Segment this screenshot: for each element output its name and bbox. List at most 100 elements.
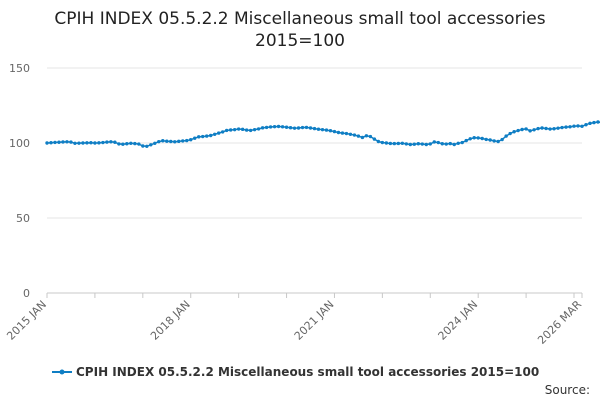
data-point: [260, 126, 265, 130]
data-point: [137, 142, 141, 146]
data-point: [448, 141, 452, 146]
data-point: [548, 127, 552, 131]
data-point: [540, 126, 544, 130]
data-point: [404, 142, 409, 146]
data-point: [484, 137, 488, 142]
data-point: [53, 140, 57, 145]
data-point: [376, 139, 381, 144]
chart-title-line-2: 2015=100: [255, 31, 345, 51]
data-point: [125, 142, 129, 146]
data-point: [488, 138, 492, 142]
y-axis: 0 50 100 150: [9, 62, 30, 300]
data-point: [173, 140, 177, 144]
data-point: [69, 140, 73, 144]
data-point: [65, 140, 69, 144]
data-point: [177, 139, 181, 144]
data-point: [564, 125, 568, 129]
data-point: [444, 142, 448, 146]
data-point: [61, 140, 65, 144]
data-point: [220, 130, 225, 134]
data-point: [208, 133, 213, 138]
data-point: [364, 134, 369, 138]
x-axis: 2015 JAN 2018 JAN 2021 JAN 2024 JAN 2026 MAR: [4, 293, 584, 347]
data-point: [472, 136, 476, 140]
data-point: [157, 139, 161, 144]
y-tick-label: 150: [9, 62, 30, 75]
data-point: [45, 141, 49, 145]
data-point: [556, 126, 560, 130]
data-point: [304, 125, 309, 130]
data-point: [492, 139, 496, 143]
data-point: [97, 141, 101, 145]
legend-swatch-marker: [59, 369, 65, 375]
x-tick-label: 2018 JAN: [148, 298, 193, 343]
x-tick-label: 2024 JAN: [436, 298, 481, 343]
data-point: [560, 125, 564, 130]
data-point: [320, 127, 325, 132]
data-point: [440, 142, 444, 146]
data-point: [57, 140, 61, 144]
data-point: [340, 131, 345, 135]
chart-title-line-1: CPIH INDEX 05.5.2.2 Miscellaneous small …: [54, 9, 545, 29]
data-point: [584, 123, 588, 127]
legend-label: CPIH INDEX 05.5.2.2 Miscellaneous small …: [76, 365, 539, 379]
data-point: [580, 124, 584, 129]
data-point: [336, 130, 341, 135]
data-point: [216, 131, 221, 135]
data-point: [508, 131, 512, 136]
data-point: [468, 137, 472, 141]
data-point: [432, 140, 436, 144]
data-point: [480, 136, 484, 141]
data-point: [77, 141, 81, 145]
data-point: [316, 127, 321, 131]
data-point: [113, 140, 117, 144]
data-point: [372, 137, 377, 141]
data-point: [308, 126, 313, 130]
data-point: [189, 138, 193, 142]
data-point: [476, 136, 480, 140]
legend: CPIH INDEX 05.5.2.2 Miscellaneous small …: [52, 365, 539, 379]
data-point: [496, 139, 500, 144]
data-point: [292, 126, 297, 130]
data-point: [460, 140, 464, 145]
data-point: [141, 144, 145, 148]
data-point: [185, 138, 189, 143]
data-point: [312, 126, 317, 131]
data-point: [500, 137, 504, 142]
data-point: [436, 140, 440, 145]
data-point: [576, 124, 580, 128]
data-point: [149, 143, 153, 147]
data-point: [384, 141, 389, 145]
data-point: [169, 139, 173, 144]
data-point: [524, 127, 528, 131]
data-point: [464, 138, 468, 143]
data-point: [101, 140, 105, 145]
data-point: [268, 125, 273, 129]
data-point: [129, 141, 133, 145]
data-point: [536, 126, 540, 131]
data-point: [392, 141, 397, 146]
data-point: [93, 141, 97, 145]
data-point: [512, 130, 516, 134]
data-point: [228, 128, 233, 132]
data-point: [256, 127, 261, 131]
x-tick-label: 2021 JAN: [292, 298, 337, 343]
data-point: [264, 125, 269, 130]
y-tick-label: 50: [16, 212, 30, 225]
data-point: [296, 126, 301, 130]
data-point: [105, 140, 109, 144]
data-point: [284, 125, 289, 129]
y-tick-label: 100: [9, 137, 30, 150]
data-point: [348, 132, 353, 136]
data-point: [300, 125, 305, 130]
data-point: [161, 139, 165, 143]
data-point: [400, 141, 405, 145]
data-point: [232, 127, 237, 132]
x-tick-label: 2015 JAN: [4, 298, 49, 343]
data-point: [520, 127, 524, 132]
data-point: [121, 142, 125, 146]
data-point: [396, 141, 401, 146]
data-point: [428, 142, 432, 146]
data-point: [356, 134, 361, 138]
